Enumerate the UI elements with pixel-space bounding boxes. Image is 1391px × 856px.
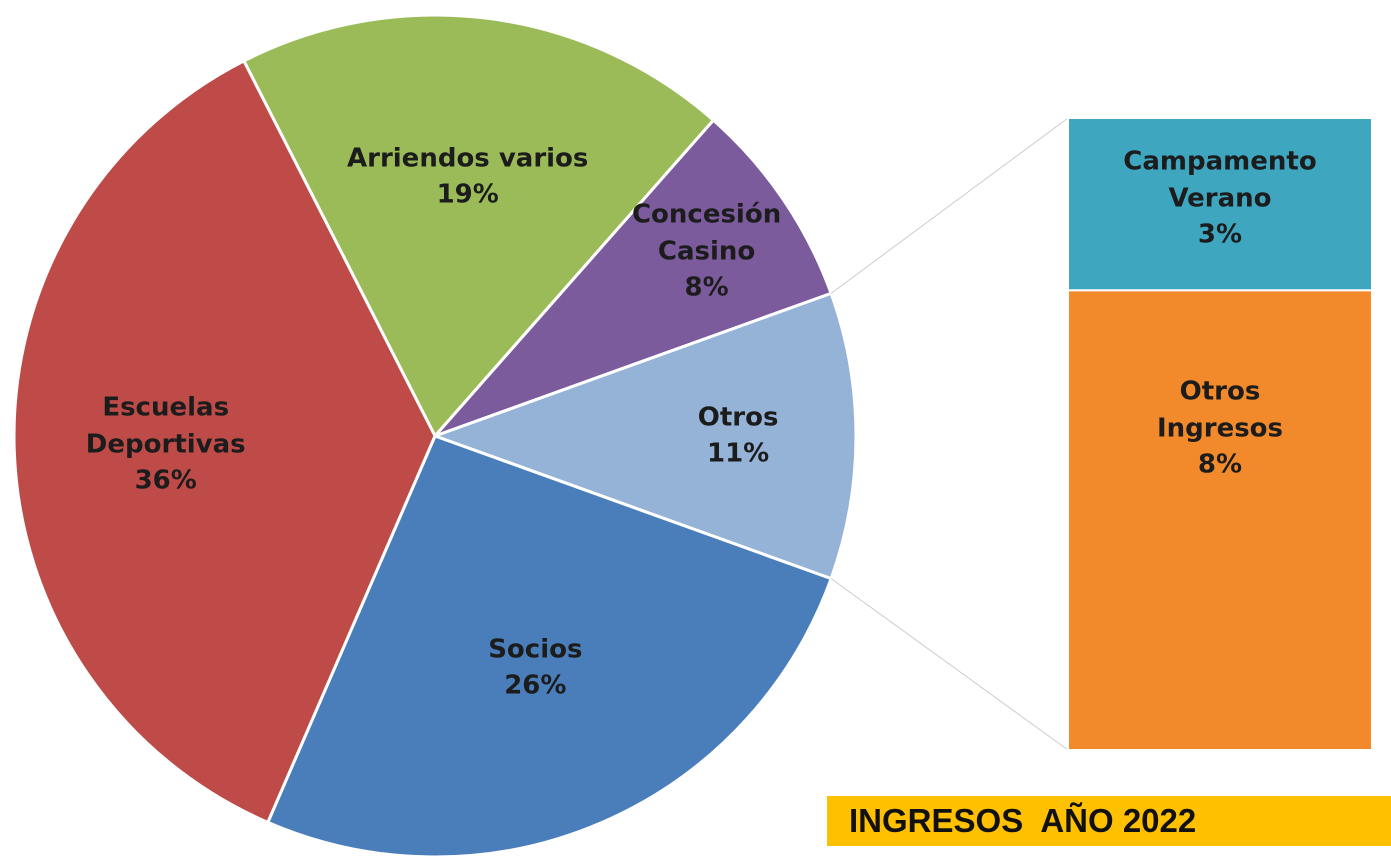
pie-slice bbox=[433, 118, 834, 438]
data-label: Socios 26% bbox=[488, 631, 582, 704]
pie-slice bbox=[265, 434, 834, 856]
pie-slice bbox=[430, 291, 858, 581]
data-label: Campamento Verano 3% bbox=[1123, 144, 1316, 253]
label-name: Arriendos varios bbox=[347, 143, 589, 174]
pie-slice bbox=[241, 13, 716, 439]
chart-title: INGRESOS AÑO 2022 bbox=[827, 796, 1391, 846]
label-value: 3% bbox=[1197, 219, 1243, 250]
label-name: Concesión Casino bbox=[631, 199, 782, 267]
label-name: Otros bbox=[697, 402, 779, 433]
data-label: Concesión Casino 8% bbox=[632, 197, 781, 306]
connector bbox=[830, 578, 1069, 751]
pie-slice bbox=[12, 58, 437, 825]
label-value: 8% bbox=[1197, 449, 1243, 480]
data-label: Otros 11% bbox=[698, 400, 779, 473]
label-name: Escuelas Deportivas bbox=[85, 392, 246, 460]
label-name: Campamento Verano bbox=[1123, 146, 1317, 213]
connector bbox=[830, 117, 1069, 294]
data-label: Arriendos varios 19% bbox=[347, 141, 588, 214]
label-value: 19% bbox=[436, 180, 499, 211]
label-name: Socios bbox=[488, 634, 583, 665]
label-value: 36% bbox=[134, 465, 197, 496]
label-value: 26% bbox=[504, 670, 567, 701]
label-value: 11% bbox=[706, 439, 770, 469]
bar-segment bbox=[1067, 289, 1373, 751]
label-value: 8% bbox=[684, 272, 729, 303]
data-label: Escuelas Deportivas 36% bbox=[86, 390, 246, 499]
data-label: Otros Ingresos 8% bbox=[1135, 374, 1306, 483]
label-name: Otros Ingresos bbox=[1156, 376, 1284, 444]
